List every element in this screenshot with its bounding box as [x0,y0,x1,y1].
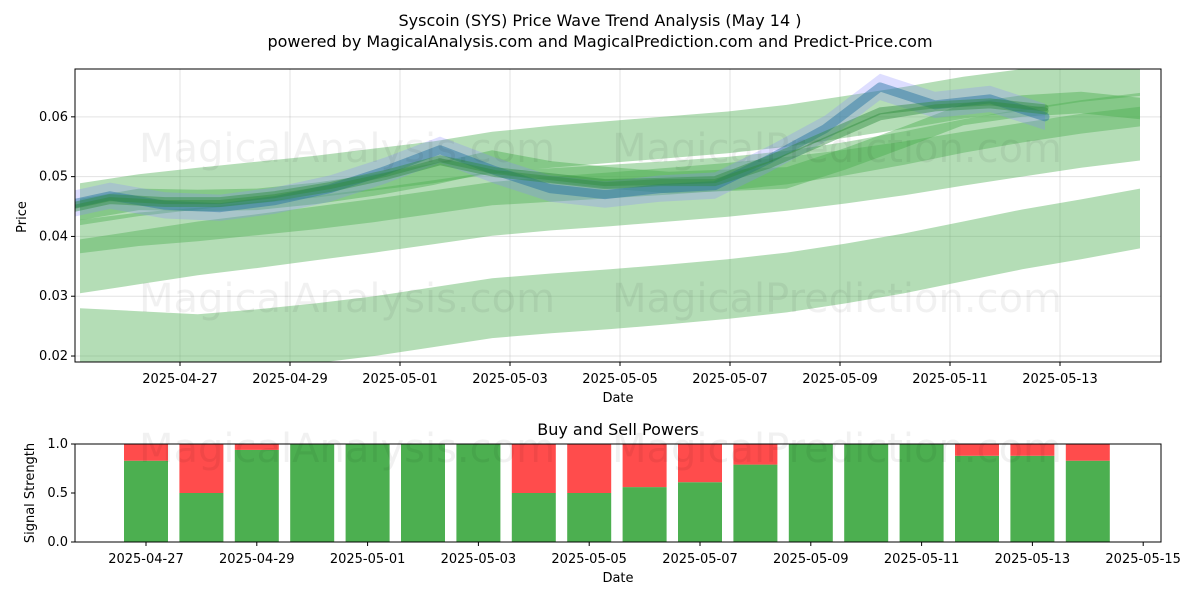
sell-bar [567,444,612,493]
signal-bars [124,444,1110,542]
price-series-line [75,101,1049,212]
price-grid [75,69,1161,362]
buy-bar [678,482,722,542]
watermark-2: MagicalPrediction.com [612,126,1062,172]
price-x-ticks: 2025-04-27 2025-04-29 2025-05-01 2025-05-03… [142,362,1098,387]
chart-title: Syscoin (SYS) Price Wave Trend Analysis … [399,11,802,30]
price-x-tick-label: 2025-04-29 [252,372,328,387]
price-plot-frame [74,68,1162,363]
price-lines [75,82,1050,213]
buy-bar [844,444,889,542]
sell-bar [124,444,168,461]
sell-bar [1010,444,1055,456]
signal-x-label: Date [602,571,633,586]
signal-y-tick-label: 0.5 [47,486,68,501]
price-series-line [75,98,1049,209]
buy-bar [788,444,833,542]
price-x-tick-label: 2025-05-11 [912,372,988,387]
signal-x-tick-label: 2025-05-05 [551,552,627,567]
price-x-tick-label: 2025-04-27 [142,372,218,387]
buy-bar [1010,455,1055,542]
price-band [80,92,1140,254]
sell-bar [622,444,667,488]
price-bands [75,69,1140,362]
price-y-tick-label: 0.04 [39,229,68,244]
signal-y-tick-label: 1.0 [47,437,68,452]
price-band [80,188,1140,362]
price-y-ticks: 0.02 0.03 0.04 0.05 0.06 [39,110,75,364]
price-x-tick-label: 2025-05-13 [1022,372,1098,387]
sell-bar [179,444,224,493]
signal-y-label: Signal Strength [23,443,38,543]
watermark-1: MagicalAnalysis.com [139,126,555,172]
buy-bar [567,493,612,542]
signal-y-ticks: 0.0 0.5 1.0 [47,437,75,550]
price-x-tick-label: 2025-05-01 [362,372,438,387]
watermark-3: MagicalAnalysis.com [139,276,555,322]
sell-bar [678,444,722,483]
signal-title: Buy and Sell Powers [537,420,699,439]
price-y-tick-label: 0.02 [39,349,68,364]
price-band [80,106,1140,294]
signal-x-tick-label: 2025-05-11 [884,552,960,567]
buy-bar [179,493,224,542]
signal-x-tick-label: 2025-05-07 [662,552,738,567]
price-y-label: Price [15,201,30,233]
buy-bar [456,444,501,542]
buy-bar [290,444,335,542]
signal-x-tick-label: 2025-05-13 [995,552,1071,567]
buy-bar [345,444,390,542]
price-band [80,91,1140,221]
sell-bar [234,444,279,450]
sell-bar [1065,444,1110,461]
buy-bar [401,444,445,542]
price-series-line [75,82,1050,213]
price-chart: MagicalAnalysis.com MagicalPrediction.co… [15,68,1162,406]
signal-y-tick-label: 0.0 [47,535,68,550]
buy-bar [511,493,556,542]
price-y-tick-label: 0.06 [39,110,68,125]
signal-x-tick-label: 2025-05-15 [1105,552,1181,567]
price-y-tick-label: 0.03 [39,289,68,304]
price-y-tick-label: 0.05 [39,170,68,185]
signal-x-tick-label: 2025-04-27 [108,552,184,567]
watermark-6: MagicalPrediction.com [612,426,1062,472]
buy-bar [622,487,667,542]
signal-x-tick-label: 2025-05-01 [330,552,406,567]
price-band-spike [75,73,1045,221]
sell-bar [955,444,999,456]
buy-bar [234,449,279,542]
signal-x-tick-label: 2025-05-09 [773,552,849,567]
buy-bar [899,444,944,542]
signal-chart: Buy and Sell Powers MagicalAnalysis.com … [23,420,1181,586]
signal-x-ticks: 2025-04-27 2025-04-29 2025-05-01 2025-05-03… [108,542,1181,567]
sell-bar [511,444,556,493]
price-x-label: Date [602,391,633,406]
buy-bar [955,455,999,542]
price-x-tick-label: 2025-05-03 [472,372,548,387]
price-x-tick-label: 2025-05-09 [802,372,878,387]
buy-bar [124,460,168,542]
watermark-4: MagicalPrediction.com [612,276,1062,322]
price-x-tick-label: 2025-05-05 [582,372,658,387]
signal-x-tick-label: 2025-05-03 [441,552,517,567]
buy-bar [733,464,778,542]
signal-x-tick-label: 2025-04-29 [219,552,295,567]
chart-subtitle: powered by MagicalAnalysis.com and Magic… [267,32,932,51]
price-x-tick-label: 2025-05-07 [692,372,768,387]
watermark-5: MagicalAnalysis.com [139,426,555,472]
sell-bar [733,444,778,465]
price-band [80,69,1140,226]
buy-bar [1065,460,1110,542]
